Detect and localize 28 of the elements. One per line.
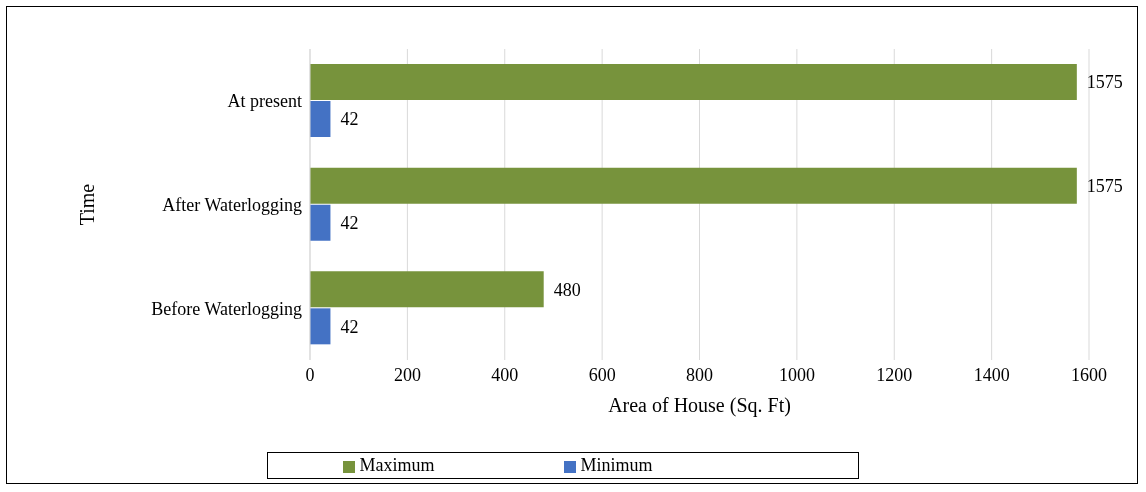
x-tick-label: 800 [686, 364, 713, 385]
data-label: 480 [553, 279, 581, 300]
y-tick-label: At present [227, 91, 302, 112]
bar [310, 167, 1077, 204]
data-label: 1575 [1086, 72, 1123, 93]
x-axis-title: Area of House (Sq. Ft) [608, 394, 791, 417]
y-axis-title: Time [76, 183, 99, 226]
x-tick-label: 200 [393, 364, 421, 385]
data-label: 42 [340, 109, 359, 130]
bar [310, 308, 331, 345]
x-tick-label: 400 [491, 364, 519, 385]
y-tick-label: After Waterlogging [162, 194, 302, 215]
x-tick-label: 0 [305, 364, 315, 385]
bar [310, 64, 1077, 100]
bar [310, 204, 331, 241]
legend-label: Minimum [580, 455, 653, 475]
legend-label: Maximum [359, 455, 435, 475]
data-label: 42 [340, 316, 359, 337]
data-label: 1575 [1086, 176, 1123, 197]
bar [310, 101, 331, 137]
x-tick-label: 1000 [778, 364, 815, 385]
x-tick-label: 600 [588, 364, 616, 385]
x-tick-label: 1400 [973, 364, 1010, 385]
y-tick-label: Before Waterlogging [151, 298, 302, 319]
data-label: 42 [340, 213, 359, 234]
x-tick-label: 1600 [1071, 364, 1107, 385]
x-tick-label: 1200 [876, 364, 913, 385]
bar [310, 271, 544, 308]
